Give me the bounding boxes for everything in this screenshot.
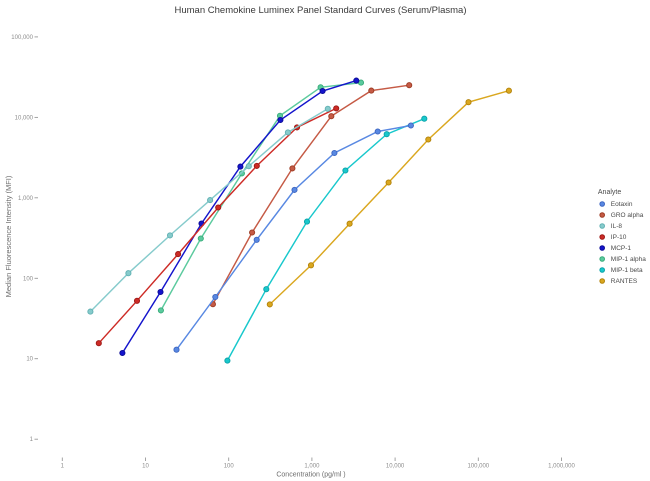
svg-text:IP-10: IP-10: [611, 234, 627, 241]
svg-text:10: 10: [142, 464, 149, 470]
svg-text:1,000: 1,000: [18, 196, 34, 202]
svg-text:10,000: 10,000: [386, 464, 405, 470]
svg-text:1,000,000: 1,000,000: [548, 464, 575, 470]
svg-text:MIP-1 beta: MIP-1 beta: [611, 267, 643, 274]
svg-text:100,000: 100,000: [467, 464, 489, 470]
svg-text:Human Chemokine Luminex Panel: Human Chemokine Luminex Panel Standard C…: [175, 5, 467, 16]
svg-text:1: 1: [30, 437, 34, 443]
svg-text:1: 1: [61, 464, 65, 470]
svg-text:Median Fluorescence Intensity: Median Fluorescence Intensity (MFI): [4, 175, 13, 297]
svg-text:MIP-1 alpha: MIP-1 alpha: [611, 256, 646, 263]
svg-text:10: 10: [26, 357, 33, 363]
svg-text:Analyte: Analyte: [598, 189, 621, 196]
svg-text:Eotaxin: Eotaxin: [611, 201, 633, 208]
svg-text:GRO alpha: GRO alpha: [611, 212, 644, 219]
svg-text:MCP-1: MCP-1: [611, 245, 632, 252]
svg-text:1,000: 1,000: [304, 464, 320, 470]
svg-text:RANTES: RANTES: [611, 278, 638, 285]
svg-text:10,000: 10,000: [15, 115, 34, 121]
svg-text:100: 100: [224, 464, 235, 470]
svg-text:100,000: 100,000: [11, 35, 33, 41]
svg-text:IL-8: IL-8: [611, 223, 623, 230]
svg-text:100: 100: [23, 276, 34, 282]
svg-text:Concentration (pg/ml ): Concentration (pg/ml ): [276, 472, 345, 479]
